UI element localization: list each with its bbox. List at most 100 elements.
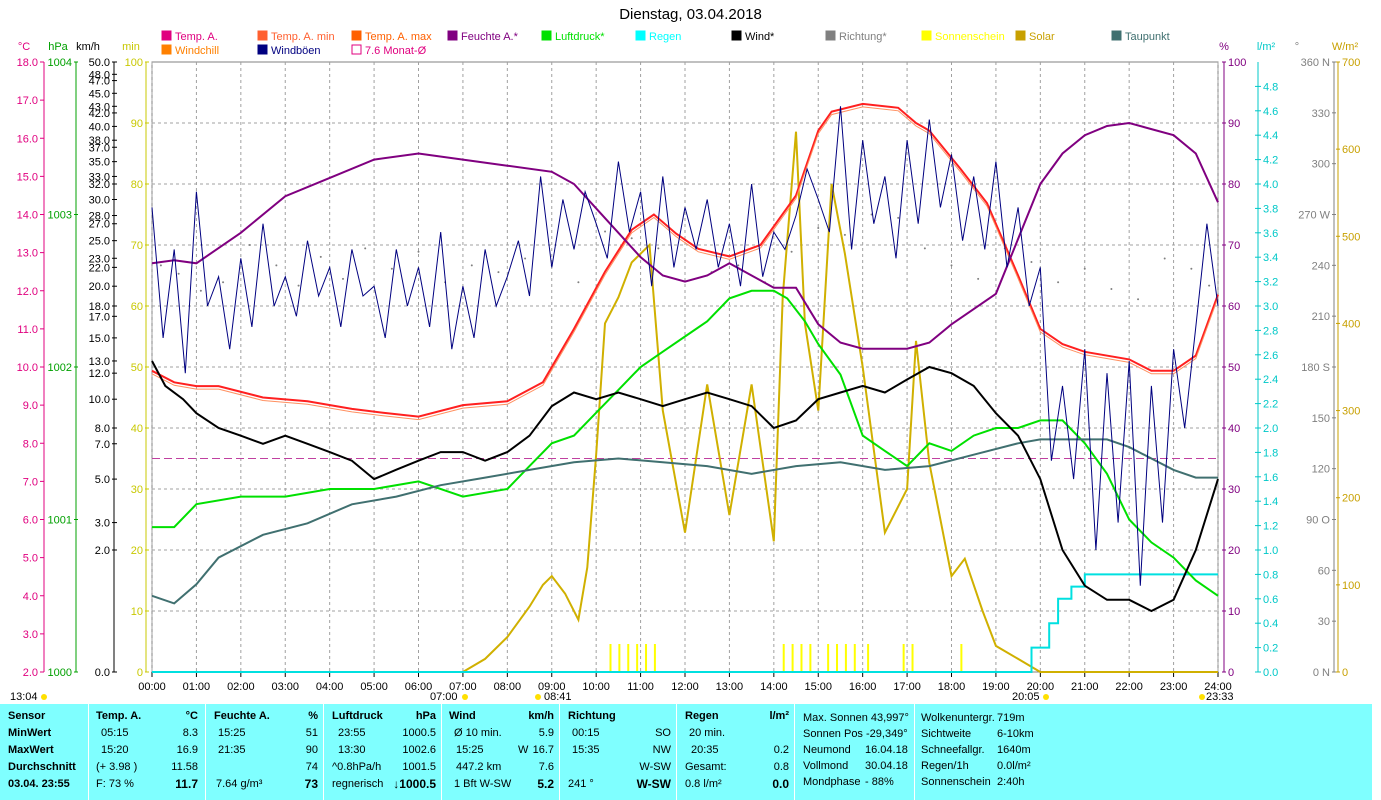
snowline-label: Schneefallgr. (921, 744, 985, 756)
direction-dot (470, 264, 473, 267)
rain-tick-label: 1.8 (1263, 447, 1278, 459)
wind-tick-label: 40.0 (89, 121, 110, 133)
direction-dot (390, 267, 393, 270)
noon-sun-icon (535, 694, 541, 700)
direction-dot (897, 216, 900, 219)
humidity-tick-label: 20 (1228, 545, 1240, 557)
sun-position: Sonnen Pos -29,349° (803, 728, 908, 740)
legend-swatch (1015, 30, 1026, 41)
direction-tick-label: 300 (1312, 159, 1330, 171)
wind-tick-label: 23.0 (89, 253, 110, 265)
wind-line (151, 360, 1219, 613)
legend-label: Luftdruck* (555, 31, 605, 43)
rain-tick-label: 1.2 (1263, 521, 1278, 533)
humidity-tick-label: 80 (1228, 179, 1240, 191)
legend-label: Richtung* (839, 31, 887, 43)
sunshine-bar (609, 644, 612, 672)
temp-tick-label: 8.0 (23, 438, 38, 450)
wind-avg-value: 7.6 (538, 761, 554, 773)
stats-humidity: Feuchte A. % 15:25 51 21:35 90 74 7.64 g… (205, 704, 324, 800)
windb-en-line (151, 106, 1219, 586)
temp-min-time: 05:15 (101, 727, 129, 739)
direction-dot (1163, 257, 1166, 260)
full-moon-date: 30.04.18 (865, 760, 908, 772)
cloud-base-label: Wolkenuntergr. (921, 712, 995, 724)
rain-tick-label: 2.8 (1263, 325, 1278, 337)
stats-astro: Max. Sonnen 43,997° Sonnen Pos -29,349° … (794, 704, 915, 800)
sunrise-icon (462, 694, 468, 700)
rain-tick-label: 3.6 (1263, 228, 1278, 240)
temp-current-note: F: 73 % (96, 778, 134, 790)
pressure-unit: hPa (415, 710, 436, 722)
x-tick-label: 12:00 (671, 681, 699, 693)
rain-tick-label: 0.6 (1263, 594, 1278, 606)
direction-dot (177, 272, 180, 275)
solar-tick-label: 0 (1342, 667, 1348, 679)
direction-dot (275, 264, 278, 267)
humidity-tick-label: 60 (1228, 301, 1240, 313)
stats-wind: Wind km/h Ø 10 min. 5.9 15:25 W 16.7 447… (441, 704, 560, 800)
rain-tick-label: 3.2 (1263, 277, 1278, 289)
x-tick-label: 19:00 (982, 681, 1010, 693)
direction-dot (1137, 298, 1140, 301)
solar-tick-label: 300 (1342, 406, 1360, 418)
unit-label: °C (18, 41, 30, 53)
sun-max-elevation: Max. Sonnen 43,997° (803, 712, 909, 724)
direction-dot (1030, 260, 1033, 263)
sunshine-bar (653, 644, 656, 672)
temp-tick-label: 5.0 (23, 553, 38, 565)
direction-current-value: W-SW (636, 777, 671, 791)
wind-tick-label: 0.0 (95, 667, 110, 679)
temp-avg-value: 11.58 (171, 761, 198, 773)
wind-tick-label: 12.0 (89, 368, 110, 380)
row-label-current: 03.04. 23:55 (8, 778, 70, 790)
humidity-abs-note: 7.64 g/m³ (216, 778, 263, 790)
sunshine-tick-label: 0 (137, 667, 143, 679)
wind-tick-label: 2.0 (95, 545, 110, 557)
legend-label: Temp. A. max (365, 31, 432, 43)
weather-chart: 00:00 01:00 02:00 03:00 04:00 05:00 06:00 07:00… (10, 30, 1360, 703)
solar-tick-label: 200 (1342, 493, 1360, 505)
wind-tick-label: 20.0 (89, 281, 110, 293)
wind-beaufort: 1 Bft W-SW (454, 778, 512, 790)
stats-panel: Sensor MinWert MaxWert Durchschnitt 03.0… (0, 704, 1372, 800)
solar-tick-label: 700 (1342, 57, 1360, 69)
direction-avg-value: W-SW (639, 761, 671, 773)
sunshine-bar (800, 644, 803, 672)
sunshine-bar (809, 644, 812, 672)
sunshine-tick-label: 10 (131, 606, 143, 618)
direction-dot (843, 233, 846, 236)
wind-tick-label: 48.0 (89, 69, 110, 81)
x-tick-label: 16:00 (849, 681, 877, 693)
sunshine-tick-label: 30 (131, 484, 143, 496)
temp-tick-label: 15.0 (17, 171, 38, 183)
pressure-tick-label: 1002 (48, 362, 72, 374)
row-label-min: MinWert (8, 727, 52, 739)
sunshine-bar (827, 644, 830, 672)
humidity-tick-label: 50 (1228, 362, 1240, 374)
rain-hour-value: 0.0l/m² (997, 760, 1031, 772)
direction-min-time: 00:15 (572, 727, 600, 739)
direction-dot (341, 277, 344, 280)
rain-tick-label: 4.2 (1263, 155, 1278, 167)
rain-max-value: 0.2 (773, 744, 789, 756)
direction-tick-label: 90 O (1306, 515, 1330, 527)
direction-dot (524, 257, 527, 260)
rain-tick-label: 4.8 (1263, 81, 1278, 93)
unit-label: km/h (76, 41, 100, 53)
temp-tick-label: 10.0 (17, 362, 38, 374)
wind-max-time: 15:25 (456, 744, 484, 756)
rain-tick-label: 2.2 (1263, 399, 1278, 411)
wind-tick-label: 13.0 (89, 356, 110, 368)
sunshine-bar (902, 644, 905, 672)
rain-tick-label: 1.0 (1263, 545, 1278, 557)
pressure-tick-label: 1003 (48, 210, 72, 222)
x-tick-label: 09:00 (538, 681, 566, 693)
rain-hour-label: Regen/1h (921, 760, 969, 772)
stats-sensor: Sensor MinWert MaxWert Durchschnitt 03.0… (0, 704, 88, 800)
direction-dot (817, 227, 820, 230)
legend-swatch (161, 44, 172, 55)
legend-swatch (351, 44, 362, 55)
temp-max-value: 16.9 (176, 744, 198, 756)
legend-swatch (921, 30, 932, 41)
